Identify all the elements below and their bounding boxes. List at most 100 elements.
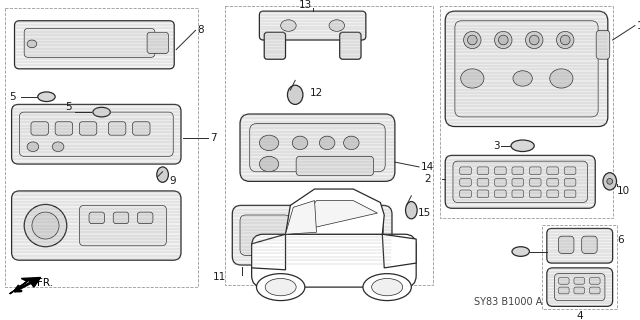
FancyBboxPatch shape bbox=[15, 21, 174, 69]
Text: 5: 5 bbox=[65, 102, 72, 112]
Ellipse shape bbox=[499, 35, 508, 45]
FancyBboxPatch shape bbox=[240, 114, 395, 181]
FancyBboxPatch shape bbox=[477, 190, 489, 198]
Ellipse shape bbox=[557, 31, 574, 49]
Bar bbox=[225, 6, 433, 285]
FancyBboxPatch shape bbox=[559, 287, 569, 294]
FancyBboxPatch shape bbox=[24, 28, 155, 57]
Ellipse shape bbox=[344, 136, 359, 150]
Text: 13: 13 bbox=[300, 0, 312, 10]
FancyBboxPatch shape bbox=[445, 11, 608, 126]
FancyBboxPatch shape bbox=[79, 122, 97, 135]
Text: 15: 15 bbox=[418, 208, 431, 218]
FancyBboxPatch shape bbox=[132, 122, 150, 135]
Text: 6: 6 bbox=[618, 235, 624, 245]
Ellipse shape bbox=[550, 69, 573, 88]
FancyBboxPatch shape bbox=[12, 104, 181, 164]
Ellipse shape bbox=[27, 142, 38, 152]
Text: FR.: FR. bbox=[36, 278, 52, 288]
FancyBboxPatch shape bbox=[12, 191, 181, 260]
Text: 14: 14 bbox=[421, 162, 435, 172]
Ellipse shape bbox=[257, 274, 305, 300]
FancyBboxPatch shape bbox=[559, 236, 574, 253]
Ellipse shape bbox=[363, 274, 412, 300]
Text: 4: 4 bbox=[577, 311, 583, 320]
FancyBboxPatch shape bbox=[529, 190, 541, 198]
FancyBboxPatch shape bbox=[259, 11, 366, 40]
FancyBboxPatch shape bbox=[596, 30, 610, 59]
FancyBboxPatch shape bbox=[445, 156, 595, 208]
Ellipse shape bbox=[292, 136, 308, 150]
Ellipse shape bbox=[259, 135, 279, 151]
Ellipse shape bbox=[603, 173, 616, 190]
Text: 8: 8 bbox=[198, 25, 204, 36]
Ellipse shape bbox=[513, 71, 532, 86]
Ellipse shape bbox=[511, 140, 534, 152]
Ellipse shape bbox=[27, 40, 36, 48]
Ellipse shape bbox=[495, 31, 512, 49]
FancyBboxPatch shape bbox=[564, 190, 576, 198]
FancyBboxPatch shape bbox=[460, 179, 471, 186]
FancyBboxPatch shape bbox=[495, 179, 506, 186]
Ellipse shape bbox=[607, 179, 612, 184]
Text: SY83 B1000 A: SY83 B1000 A bbox=[474, 297, 543, 307]
FancyBboxPatch shape bbox=[264, 32, 285, 59]
FancyBboxPatch shape bbox=[564, 167, 576, 175]
FancyBboxPatch shape bbox=[108, 122, 126, 135]
Text: 12: 12 bbox=[310, 88, 323, 98]
FancyBboxPatch shape bbox=[252, 234, 416, 287]
FancyBboxPatch shape bbox=[55, 122, 72, 135]
Ellipse shape bbox=[329, 20, 344, 31]
Bar bbox=[440, 6, 612, 218]
FancyBboxPatch shape bbox=[89, 212, 104, 224]
FancyBboxPatch shape bbox=[455, 21, 598, 117]
Text: 1: 1 bbox=[637, 20, 640, 31]
Polygon shape bbox=[252, 234, 285, 270]
Ellipse shape bbox=[525, 31, 543, 49]
Text: 11: 11 bbox=[213, 272, 226, 282]
Ellipse shape bbox=[259, 156, 279, 172]
Ellipse shape bbox=[24, 204, 67, 247]
Bar bbox=[5, 8, 198, 287]
FancyBboxPatch shape bbox=[138, 212, 153, 224]
Ellipse shape bbox=[93, 107, 110, 117]
Ellipse shape bbox=[461, 69, 484, 88]
FancyBboxPatch shape bbox=[240, 215, 291, 255]
FancyBboxPatch shape bbox=[477, 167, 489, 175]
Polygon shape bbox=[293, 201, 378, 232]
Polygon shape bbox=[285, 189, 384, 234]
FancyBboxPatch shape bbox=[147, 32, 168, 53]
Ellipse shape bbox=[287, 85, 303, 104]
FancyBboxPatch shape bbox=[453, 161, 588, 203]
Text: 3: 3 bbox=[493, 141, 500, 151]
FancyBboxPatch shape bbox=[19, 112, 173, 156]
Text: 5: 5 bbox=[10, 92, 16, 102]
FancyBboxPatch shape bbox=[559, 277, 569, 284]
FancyBboxPatch shape bbox=[460, 167, 471, 175]
FancyBboxPatch shape bbox=[547, 167, 559, 175]
FancyBboxPatch shape bbox=[79, 205, 166, 246]
FancyBboxPatch shape bbox=[512, 167, 524, 175]
Ellipse shape bbox=[38, 92, 55, 101]
Polygon shape bbox=[382, 234, 416, 268]
FancyBboxPatch shape bbox=[310, 227, 372, 244]
Bar bbox=[542, 225, 618, 309]
Ellipse shape bbox=[344, 208, 353, 216]
FancyBboxPatch shape bbox=[547, 179, 559, 186]
FancyBboxPatch shape bbox=[529, 167, 541, 175]
FancyBboxPatch shape bbox=[582, 236, 597, 253]
Ellipse shape bbox=[157, 167, 168, 182]
FancyBboxPatch shape bbox=[547, 268, 612, 306]
FancyBboxPatch shape bbox=[555, 274, 605, 300]
Ellipse shape bbox=[281, 20, 296, 31]
Ellipse shape bbox=[467, 35, 477, 45]
FancyBboxPatch shape bbox=[250, 124, 385, 172]
FancyBboxPatch shape bbox=[512, 190, 524, 198]
Ellipse shape bbox=[372, 278, 403, 296]
Ellipse shape bbox=[319, 207, 330, 217]
Polygon shape bbox=[10, 277, 41, 294]
FancyBboxPatch shape bbox=[296, 156, 374, 176]
Text: 7: 7 bbox=[210, 133, 217, 143]
Ellipse shape bbox=[52, 142, 64, 152]
Ellipse shape bbox=[561, 35, 570, 45]
